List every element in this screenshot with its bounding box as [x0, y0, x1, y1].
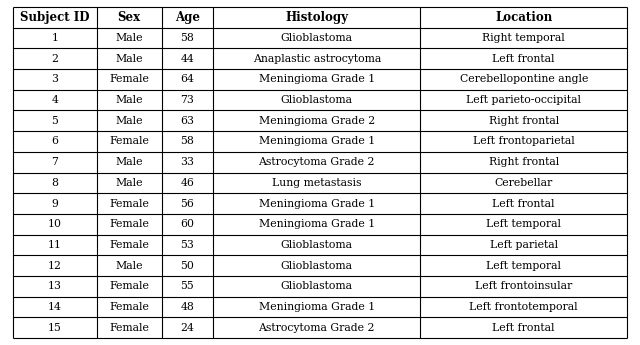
Text: Meningioma Grade 1: Meningioma Grade 1: [259, 199, 375, 208]
Text: Glioblastoma: Glioblastoma: [281, 95, 353, 105]
Text: Female: Female: [109, 240, 149, 250]
Text: Female: Female: [109, 199, 149, 208]
Text: Histology: Histology: [285, 11, 348, 24]
Text: 60: 60: [180, 219, 195, 229]
Text: Left parieto-occipital: Left parieto-occipital: [466, 95, 581, 105]
Text: Male: Male: [115, 33, 143, 43]
Text: Age: Age: [175, 11, 200, 24]
Text: Right temporal: Right temporal: [483, 33, 565, 43]
Text: 46: 46: [180, 178, 195, 188]
Text: Left frontoinsular: Left frontoinsular: [475, 282, 572, 291]
Text: 50: 50: [180, 261, 195, 270]
Text: Left temporal: Left temporal: [486, 261, 561, 270]
Text: 4: 4: [51, 95, 58, 105]
Text: Astrocytoma Grade 2: Astrocytoma Grade 2: [259, 323, 375, 333]
Text: 58: 58: [180, 137, 195, 146]
Text: 13: 13: [48, 282, 62, 291]
Text: Left frontotemporal: Left frontotemporal: [469, 302, 578, 312]
Text: Right frontal: Right frontal: [488, 116, 559, 126]
Text: 24: 24: [180, 323, 195, 333]
Text: 6: 6: [51, 137, 58, 146]
Text: 1: 1: [51, 33, 58, 43]
Text: 73: 73: [180, 95, 195, 105]
Text: 9: 9: [51, 199, 58, 208]
Text: Glioblastoma: Glioblastoma: [281, 261, 353, 270]
Text: Female: Female: [109, 137, 149, 146]
Text: Astrocytoma Grade 2: Astrocytoma Grade 2: [259, 157, 375, 167]
Text: Female: Female: [109, 323, 149, 333]
Text: Female: Female: [109, 219, 149, 229]
Text: Left frontoparietal: Left frontoparietal: [473, 137, 575, 146]
Text: Meningioma Grade 1: Meningioma Grade 1: [259, 137, 375, 146]
Text: 8: 8: [51, 178, 58, 188]
Text: Female: Female: [109, 302, 149, 312]
Text: Female: Female: [109, 75, 149, 84]
Text: Location: Location: [495, 11, 552, 24]
Text: Glioblastoma: Glioblastoma: [281, 33, 353, 43]
Text: 64: 64: [180, 75, 195, 84]
Text: 12: 12: [48, 261, 62, 270]
Text: 63: 63: [180, 116, 195, 126]
Text: 14: 14: [48, 302, 62, 312]
Text: 58: 58: [180, 33, 195, 43]
Text: Left frontal: Left frontal: [492, 54, 555, 63]
Text: Male: Male: [115, 261, 143, 270]
Text: Male: Male: [115, 178, 143, 188]
Text: Glioblastoma: Glioblastoma: [281, 282, 353, 291]
Text: Left temporal: Left temporal: [486, 219, 561, 229]
Text: Male: Male: [115, 95, 143, 105]
Text: Left frontal: Left frontal: [492, 323, 555, 333]
Text: 48: 48: [180, 302, 195, 312]
Text: Meningioma Grade 1: Meningioma Grade 1: [259, 219, 375, 229]
Text: Male: Male: [115, 157, 143, 167]
Text: Cerebellar: Cerebellar: [495, 178, 553, 188]
Text: Female: Female: [109, 282, 149, 291]
Text: Male: Male: [115, 116, 143, 126]
Text: Glioblastoma: Glioblastoma: [281, 240, 353, 250]
Text: Cerebellopontine angle: Cerebellopontine angle: [460, 75, 588, 84]
Text: Anaplastic astrocytoma: Anaplastic astrocytoma: [253, 54, 381, 63]
Text: Lung metastasis: Lung metastasis: [272, 178, 362, 188]
Text: Meningioma Grade 2: Meningioma Grade 2: [259, 116, 375, 126]
Text: 3: 3: [51, 75, 58, 84]
Text: Male: Male: [115, 54, 143, 63]
Text: Right frontal: Right frontal: [488, 157, 559, 167]
Text: 53: 53: [180, 240, 195, 250]
Text: 5: 5: [51, 116, 58, 126]
Text: Left frontal: Left frontal: [492, 199, 555, 208]
Text: 15: 15: [48, 323, 62, 333]
Text: Sex: Sex: [118, 11, 141, 24]
Text: Subject ID: Subject ID: [20, 11, 90, 24]
Text: 33: 33: [180, 157, 195, 167]
Text: 2: 2: [51, 54, 58, 63]
Text: 10: 10: [48, 219, 62, 229]
Text: 56: 56: [180, 199, 195, 208]
Text: 44: 44: [180, 54, 195, 63]
Text: 55: 55: [180, 282, 195, 291]
Text: Meningioma Grade 1: Meningioma Grade 1: [259, 75, 375, 84]
Text: 11: 11: [48, 240, 62, 250]
Text: Left parietal: Left parietal: [490, 240, 558, 250]
Text: Meningioma Grade 1: Meningioma Grade 1: [259, 302, 375, 312]
Text: 7: 7: [51, 157, 58, 167]
